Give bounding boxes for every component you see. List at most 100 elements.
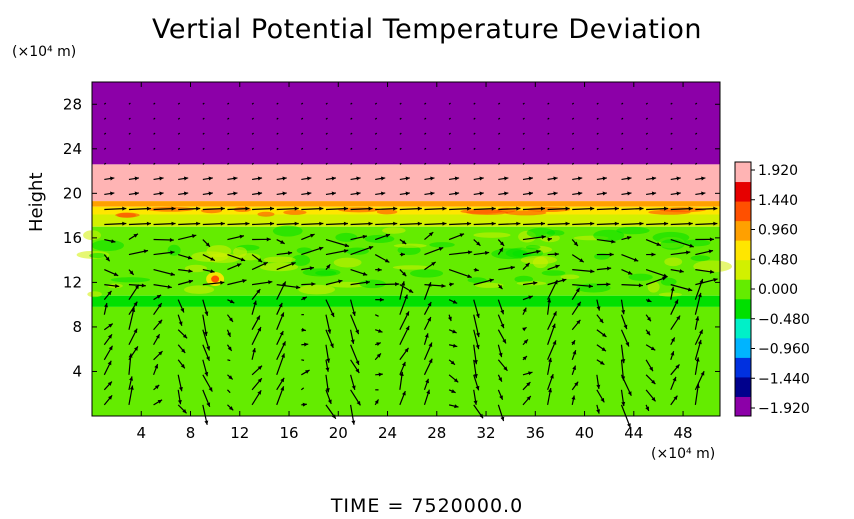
wind-vector-head <box>430 176 435 181</box>
wind-vector-head <box>344 243 350 248</box>
wind-vector-head <box>649 366 653 372</box>
wind-vector <box>547 102 550 105</box>
wind-vector-head <box>158 319 163 325</box>
wind-vector-head <box>110 191 115 196</box>
y-tick-label: 20 <box>63 184 82 202</box>
wind-vector-head <box>129 376 134 381</box>
wind-vector <box>251 117 254 120</box>
texture-blob <box>291 254 311 266</box>
texture-blob <box>474 282 504 288</box>
wind-vector-head <box>713 221 718 226</box>
wind-vector <box>202 117 205 120</box>
wind-vector <box>350 147 353 150</box>
wind-vector-head <box>122 221 127 226</box>
colorbar-label: 0.480 <box>758 252 798 268</box>
wind-vector-head <box>473 360 478 365</box>
wind-vector-head <box>206 356 210 361</box>
wind-vector-head <box>181 348 186 353</box>
wind-vector-head <box>651 191 657 196</box>
wind-vector <box>325 162 328 165</box>
wind-vector-head <box>146 206 151 211</box>
wind-vector-head <box>355 368 360 374</box>
wind-vector <box>227 147 230 150</box>
wind-vector-head <box>156 294 162 299</box>
wind-vector <box>251 102 254 105</box>
wind-vector-head <box>427 317 431 322</box>
wind-vector-head <box>467 274 472 278</box>
colorbar-segment <box>735 201 751 222</box>
wind-vector <box>128 102 131 105</box>
texture-blob <box>89 253 107 259</box>
wind-vector-head <box>551 323 556 329</box>
x-tick-label: 32 <box>476 424 495 442</box>
wind-vector-head <box>107 360 112 366</box>
wind-vector-head <box>402 271 407 277</box>
texture-blob <box>466 209 509 215</box>
wind-vector-head <box>343 206 348 211</box>
wind-vector <box>448 147 451 150</box>
wind-vector-head <box>525 262 530 268</box>
wind-vector <box>522 147 525 150</box>
wind-vector <box>596 102 599 105</box>
texture-blob <box>392 265 431 270</box>
wind-vector-head <box>282 281 286 286</box>
wind-vector-head <box>664 206 669 211</box>
wind-vector-head <box>257 191 263 196</box>
wind-vector <box>177 132 181 135</box>
wind-vector <box>670 102 673 105</box>
wind-vector-head <box>574 381 579 387</box>
wind-vector-head <box>325 388 330 393</box>
texture-blob <box>525 245 541 250</box>
wind-vector-head <box>170 250 175 255</box>
wind-vector-head <box>688 206 693 211</box>
wind-vector-head <box>572 365 577 370</box>
wind-vector-head <box>454 176 460 181</box>
wind-vector-head <box>645 406 650 411</box>
wind-vector-head <box>362 271 368 276</box>
colorbar-label: 0.000 <box>758 282 798 298</box>
colorbar-label: −1.920 <box>758 401 810 417</box>
wind-vector-head <box>602 191 607 196</box>
colorbar-label: 1.440 <box>758 193 798 209</box>
wind-vector-head <box>245 206 250 211</box>
wind-vector-head <box>159 176 164 181</box>
wind-vector <box>103 117 107 120</box>
x-axis-unit: (×10⁴ m) <box>651 446 716 462</box>
wind-vector-head <box>113 272 119 276</box>
wind-vector-head <box>516 206 521 211</box>
wind-vector-head <box>672 376 677 382</box>
wind-vector-head <box>203 331 208 336</box>
wind-vector-head <box>573 241 578 246</box>
wind-vector-head <box>240 257 246 262</box>
wind-vector-head <box>302 296 307 301</box>
wind-vector-head <box>281 341 286 346</box>
wind-vector-head <box>528 176 533 181</box>
wind-vector <box>645 132 648 135</box>
wind-vector-head <box>204 371 209 377</box>
wind-vector-head <box>614 206 619 211</box>
wind-vector <box>399 102 402 105</box>
wind-vector-head <box>404 294 408 300</box>
colorbar-segment <box>735 298 751 319</box>
wind-vector <box>202 162 205 165</box>
wind-vector <box>227 359 231 362</box>
wind-vector-head <box>178 386 183 392</box>
wind-vector <box>374 132 378 135</box>
texture-blob <box>429 242 455 248</box>
wind-vector <box>325 117 328 120</box>
wind-vector-head <box>475 313 480 319</box>
wind-vector <box>547 147 550 150</box>
wind-vector-head <box>408 288 414 293</box>
wind-vector-head <box>571 340 576 345</box>
wind-vector <box>177 102 181 105</box>
vector-field <box>103 102 718 428</box>
wind-vector-head <box>498 377 502 382</box>
wind-vector-head <box>442 221 447 226</box>
texture-blob <box>87 291 102 298</box>
texture-blob <box>409 269 444 278</box>
wind-vector <box>497 132 501 135</box>
x-tick-label: 40 <box>575 424 594 442</box>
wind-vector-head <box>685 250 691 255</box>
wind-vector-head <box>424 333 429 338</box>
wind-vector-head <box>503 366 508 371</box>
